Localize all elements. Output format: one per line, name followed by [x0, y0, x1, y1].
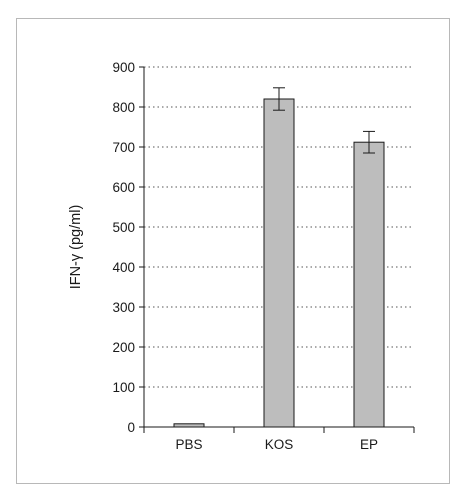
- y-axis: 0 100 200 300 400 500 600 700 800 900: [112, 60, 145, 435]
- x-axis: PBS KOS EP: [143, 426, 415, 452]
- x-tick-label-kos: KOS: [265, 437, 294, 452]
- y-tick-label: 700: [112, 140, 135, 155]
- y-tick-label: 900: [112, 60, 135, 75]
- y-tick-label: 800: [112, 100, 135, 115]
- error-bars: [273, 87, 375, 154]
- y-tick-label: 0: [127, 420, 135, 435]
- bar-kos: [263, 98, 295, 428]
- y-tick-label: 600: [112, 180, 135, 195]
- y-tick-label: 400: [112, 260, 135, 275]
- y-tick-label: 500: [112, 220, 135, 235]
- x-tick-label-pbs: PBS: [175, 437, 202, 452]
- y-tick-label: 200: [112, 340, 135, 355]
- y-tick-label: 300: [112, 300, 135, 315]
- y-axis-label: IFN-γ (pg/ml): [68, 205, 84, 290]
- y-tick-label: 100: [112, 380, 135, 395]
- bar-ep: [353, 141, 385, 428]
- bars: [173, 98, 385, 428]
- x-tick-label-ep: EP: [360, 437, 378, 452]
